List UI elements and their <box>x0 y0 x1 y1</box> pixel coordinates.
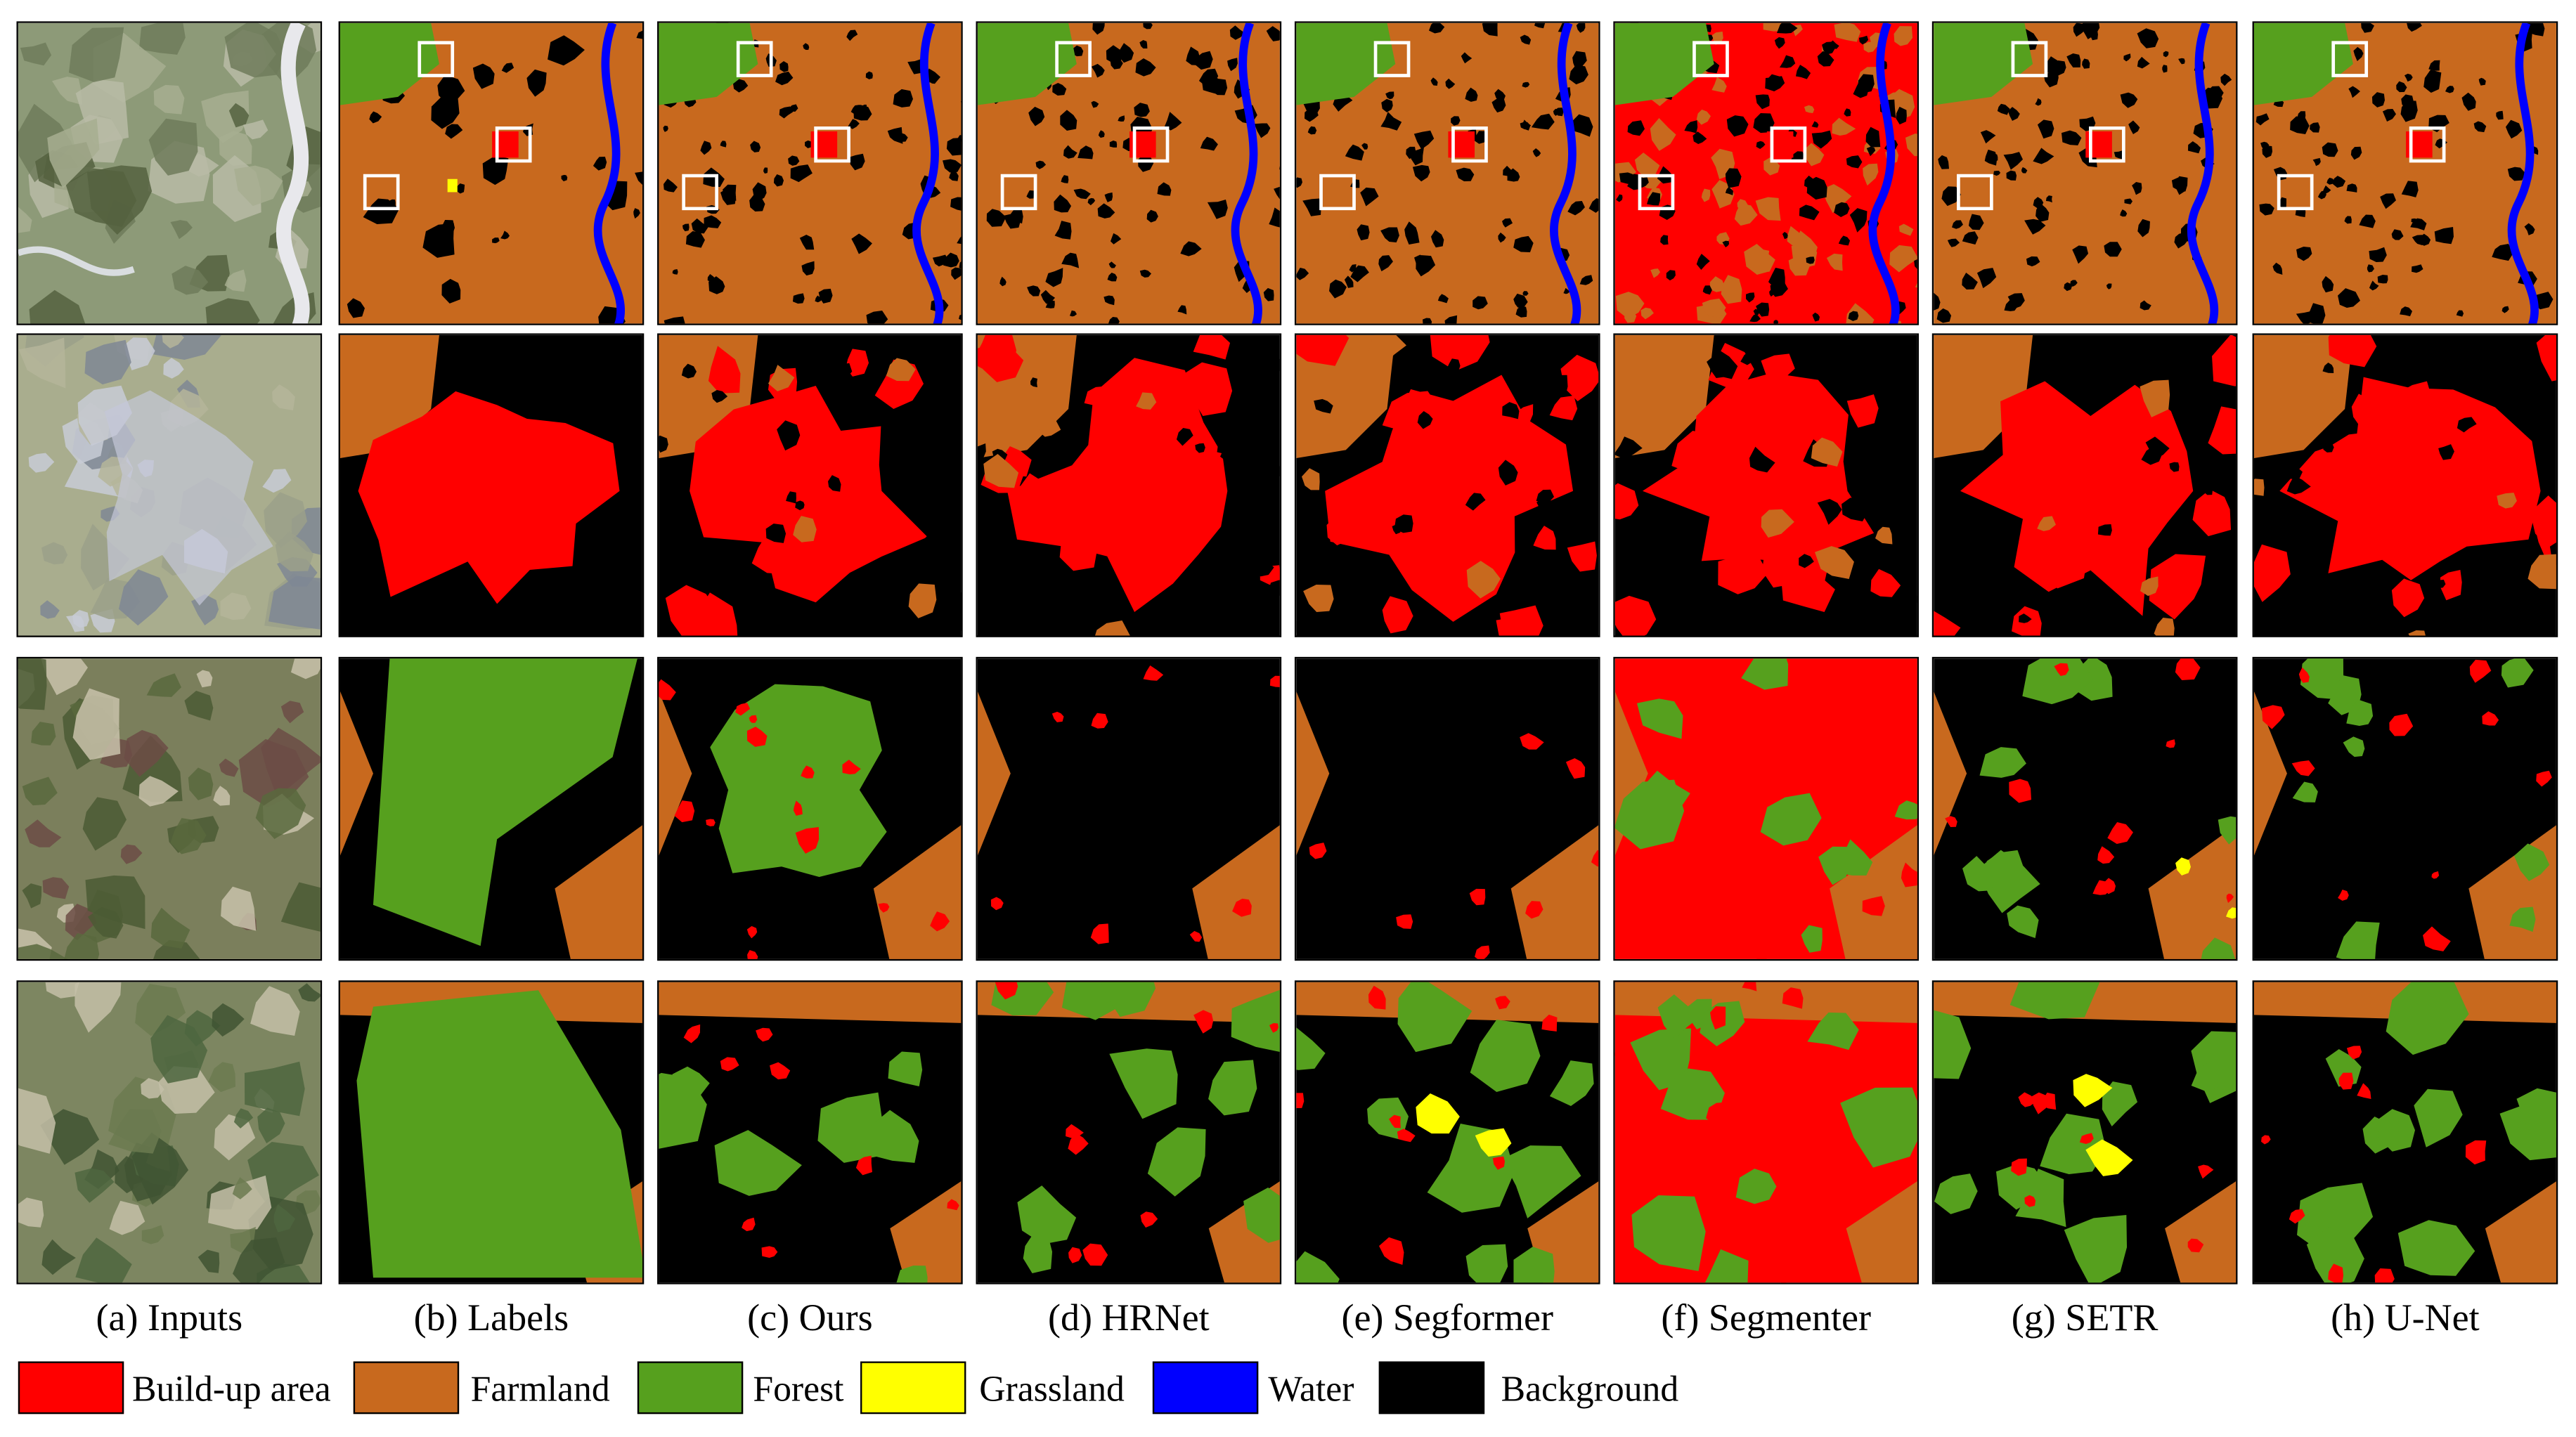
input-image-inputs <box>16 333 323 637</box>
segmentation-map-hrnet <box>976 333 1282 637</box>
segmentation-map-unet <box>2252 21 2558 325</box>
segmentation-map-labels <box>338 656 645 961</box>
segmentation-map-hrnet <box>976 21 1282 325</box>
segmentation-map-setr <box>1931 656 2238 961</box>
legend-label-forest: Forest <box>753 1367 844 1410</box>
segmentation-map-ours <box>657 21 963 325</box>
legend-swatch-grassland <box>860 1361 966 1415</box>
caption-segformer: (e) Segformer <box>1341 1297 1554 1339</box>
input-image-inputs <box>16 980 323 1285</box>
legend-swatch-forest <box>637 1361 744 1415</box>
legend-label-water: Water <box>1268 1367 1354 1410</box>
segmentation-map-segformer <box>1294 980 1600 1285</box>
segmentation-map-segformer <box>1294 333 1600 637</box>
segmentation-map-segformer <box>1294 21 1600 325</box>
caption-setr: (g) SETR <box>2011 1297 2158 1339</box>
legend-swatch-buildup <box>18 1361 124 1415</box>
input-image-inputs <box>16 21 323 325</box>
legend-swatch-water <box>1152 1361 1259 1415</box>
segmentation-map-ours <box>657 980 963 1285</box>
segmentation-map-hrnet <box>976 980 1282 1285</box>
segmentation-map-hrnet <box>976 656 1282 961</box>
legend-label-farmland: Farmland <box>470 1367 610 1410</box>
caption-hrnet: (d) HRNet <box>1047 1297 1210 1339</box>
segmentation-map-setr <box>1931 980 2238 1285</box>
legend-label-grassland: Grassland <box>979 1367 1125 1410</box>
caption-ours: (c) Ours <box>747 1297 873 1339</box>
segmentation-map-labels <box>338 333 645 637</box>
caption-inputs: (a) Inputs <box>96 1297 243 1339</box>
segmentation-map-segmenter <box>1613 980 1920 1285</box>
input-image-inputs <box>16 656 323 961</box>
segmentation-map-segmenter <box>1613 333 1920 637</box>
segmentation-map-unet <box>2252 656 2558 961</box>
legend-swatch-background <box>1378 1361 1485 1415</box>
segmentation-map-unet <box>2252 980 2558 1285</box>
segmentation-map-labels <box>338 980 645 1285</box>
segmentation-map-segmenter <box>1613 21 1920 325</box>
segmentation-map-unet <box>2252 333 2558 637</box>
caption-segmenter: (f) Segmenter <box>1661 1297 1871 1339</box>
segmentation-map-segmenter <box>1613 656 1920 961</box>
legend-swatch-farmland <box>353 1361 460 1415</box>
caption-unet: (h) U-Net <box>2331 1297 2480 1339</box>
segmentation-map-ours <box>657 333 963 637</box>
caption-labels: (b) Labels <box>413 1297 569 1339</box>
segmentation-map-labels <box>338 21 645 325</box>
segmentation-map-setr <box>1931 21 2238 325</box>
segmentation-map-segformer <box>1294 656 1600 961</box>
segmentation-map-setr <box>1931 333 2238 637</box>
legend-label-background: Background <box>1501 1367 1679 1410</box>
segmentation-map-ours <box>657 656 963 961</box>
legend-label-buildup: Build-up area <box>131 1367 331 1410</box>
